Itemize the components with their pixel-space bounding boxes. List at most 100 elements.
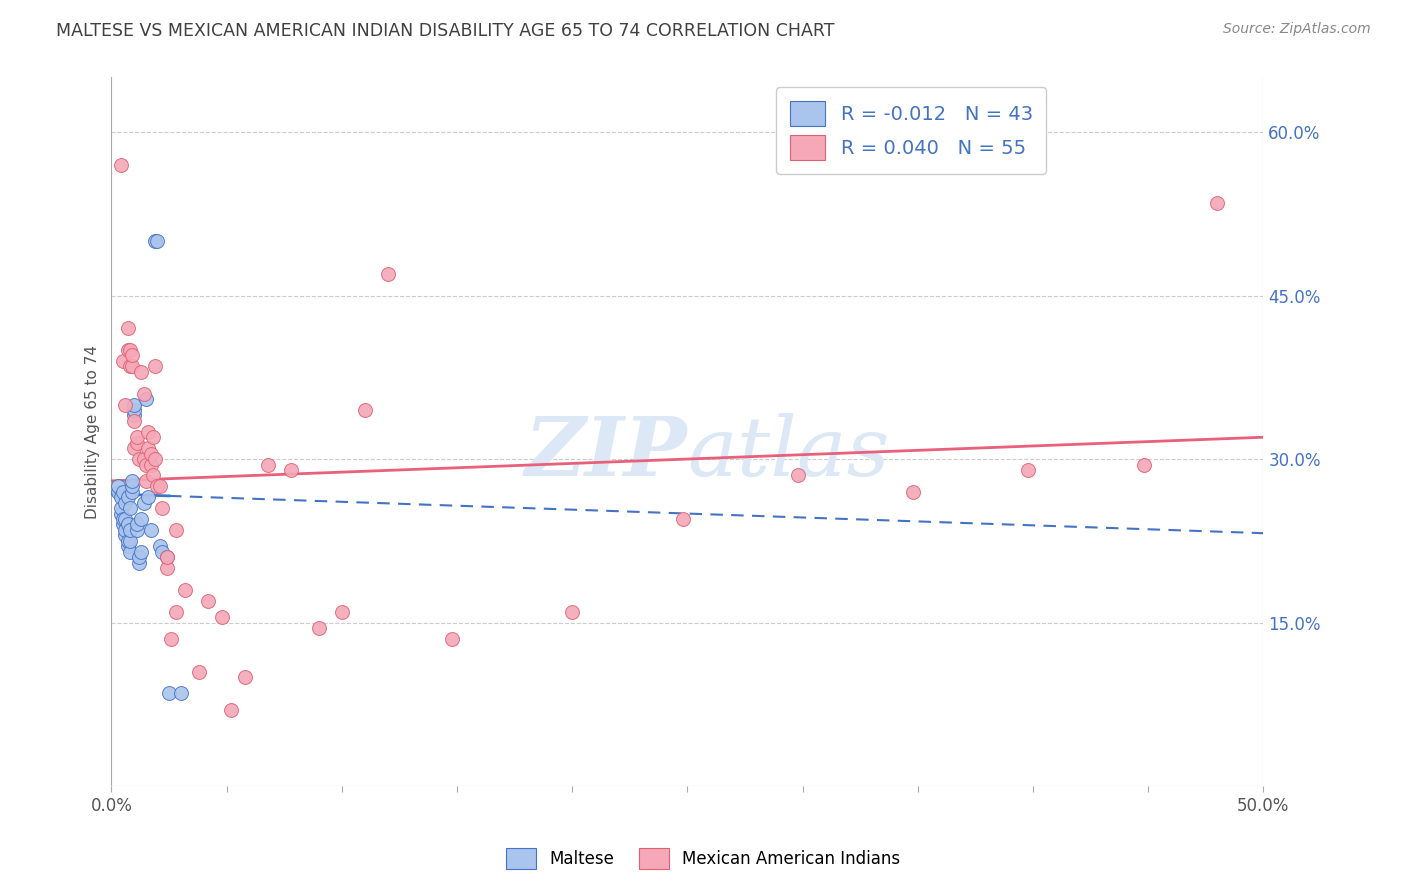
Point [280, 463, 302, 477]
Point [117, 539, 139, 553]
Point [111, 354, 134, 368]
Point [308, 621, 330, 635]
Point [114, 512, 136, 526]
Point [136, 425, 159, 439]
Point [156, 550, 179, 565]
Point [135, 474, 157, 488]
Point [124, 414, 146, 428]
Text: MALTESE VS MEXICAN AMERICAN INDIAN DISABILITY AGE 65 TO 74 CORRELATION CHART: MALTESE VS MEXICAN AMERICAN INDIAN DISAB… [56, 22, 835, 40]
Point [257, 458, 280, 472]
Point [110, 501, 132, 516]
Point [136, 490, 159, 504]
Y-axis label: Disability Age 65 to 74: Disability Age 65 to 74 [86, 345, 100, 519]
Point [118, 359, 141, 374]
Point [118, 501, 141, 516]
Point [146, 479, 169, 493]
Point [150, 545, 173, 559]
Point [135, 458, 157, 472]
Point [124, 441, 146, 455]
Text: Source: ZipAtlas.com: Source: ZipAtlas.com [1223, 22, 1371, 37]
Point [114, 528, 136, 542]
Point [118, 533, 141, 548]
Point [169, 686, 191, 700]
Point [165, 523, 187, 537]
Point [132, 452, 155, 467]
Point [107, 479, 129, 493]
Point [165, 605, 187, 619]
Point [142, 468, 165, 483]
Point [121, 349, 143, 363]
Point [353, 403, 375, 417]
Point [143, 359, 166, 374]
Point [110, 507, 132, 521]
Point [157, 686, 180, 700]
Point [219, 703, 242, 717]
Point [128, 550, 150, 565]
Point [131, 512, 153, 526]
Point [561, 605, 583, 619]
Point [110, 490, 132, 504]
Point [121, 474, 143, 488]
Point [118, 523, 141, 537]
Point [139, 447, 162, 461]
Point [124, 398, 146, 412]
Point [107, 484, 129, 499]
Point [132, 386, 155, 401]
Point [1206, 195, 1229, 210]
Point [441, 632, 464, 646]
Point [111, 484, 134, 499]
Point [330, 605, 353, 619]
Point [156, 561, 179, 575]
Point [121, 359, 143, 374]
Point [110, 158, 132, 172]
Point [136, 441, 159, 455]
Point [1132, 458, 1154, 472]
Point [118, 545, 141, 559]
Point [124, 403, 146, 417]
Point [132, 496, 155, 510]
Point [160, 632, 183, 646]
Point [125, 435, 148, 450]
Point [124, 409, 146, 423]
Point [125, 517, 148, 532]
Point [118, 343, 141, 357]
Point [111, 517, 134, 532]
Point [149, 479, 172, 493]
Point [117, 517, 139, 532]
Point [174, 582, 197, 597]
Point [233, 670, 256, 684]
Text: atlas: atlas [688, 413, 890, 493]
Point [117, 533, 139, 548]
Point [117, 343, 139, 357]
Point [787, 468, 810, 483]
Point [114, 523, 136, 537]
Point [377, 267, 399, 281]
Point [114, 496, 136, 510]
Point [142, 430, 165, 444]
Point [131, 365, 153, 379]
Point [111, 512, 134, 526]
Point [139, 523, 162, 537]
Point [128, 556, 150, 570]
Point [121, 484, 143, 499]
Point [146, 234, 169, 248]
Point [139, 458, 162, 472]
Point [150, 501, 173, 516]
Point [143, 452, 166, 467]
Point [1017, 463, 1039, 477]
Legend: Maltese, Mexican American Indians: Maltese, Mexican American Indians [496, 838, 910, 880]
Point [149, 539, 172, 553]
Point [188, 665, 211, 679]
Legend: R = -0.012   N = 43, R = 0.040   N = 55: R = -0.012 N = 43, R = 0.040 N = 55 [776, 87, 1046, 174]
Point [114, 398, 136, 412]
Point [117, 321, 139, 335]
Point [128, 452, 150, 467]
Point [117, 490, 139, 504]
Text: ZIP: ZIP [524, 413, 688, 493]
Point [197, 594, 219, 608]
Point [121, 479, 143, 493]
Point [131, 545, 153, 559]
Point [901, 484, 924, 499]
Point [125, 430, 148, 444]
Point [211, 610, 233, 624]
